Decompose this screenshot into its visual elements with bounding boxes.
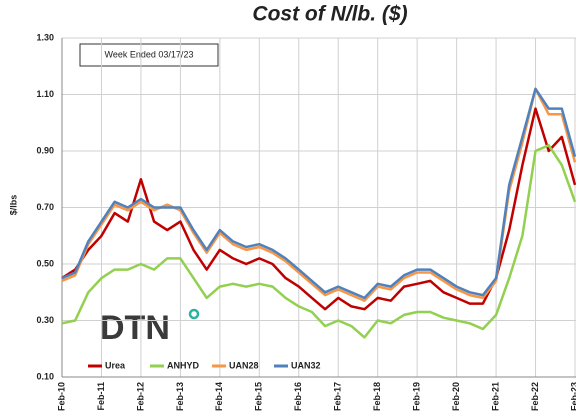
logo-dot	[188, 308, 200, 320]
line-series	[61, 144, 576, 339]
logo: DTN	[100, 309, 170, 347]
legend-label: Urea	[105, 360, 126, 370]
chart-title: Cost of N/lb. ($)	[252, 3, 407, 26]
x-tick-label: Feb-17	[333, 382, 343, 411]
x-tick-label: Feb-23	[569, 382, 576, 411]
annotation: Week Ended 03/17/23	[105, 49, 194, 59]
x-tick-label: Feb-13	[175, 382, 185, 411]
legend-label: UAN28	[229, 360, 259, 370]
x-tick-label: Feb-11	[96, 382, 106, 411]
x-tick-label: Feb-10	[56, 382, 66, 411]
y-tick-label: 0.90	[36, 145, 54, 155]
x-tick-label: Feb-14	[214, 382, 224, 411]
legend-label: UAN32	[291, 360, 321, 370]
y-tick-label: 0.10	[36, 371, 54, 381]
y-tick-label: 1.10	[36, 89, 54, 99]
x-tick-label: Feb-22	[530, 382, 540, 411]
y-tick-label: 0.50	[36, 258, 54, 268]
annotation-box	[79, 43, 219, 67]
line-series	[61, 107, 576, 311]
y-tick-label: 1.30	[36, 32, 54, 42]
x-tick-label: Feb-16	[293, 382, 303, 411]
legend-label: ANHYD	[167, 360, 200, 370]
x-tick-label: Feb-15	[254, 382, 264, 411]
line-series	[61, 87, 576, 302]
y-axis-label: $/lbs	[8, 195, 18, 216]
line-series	[61, 87, 576, 300]
x-tick-label: Feb-20	[451, 382, 461, 411]
y-tick-label: 0.30	[36, 315, 54, 325]
x-tick-label: Feb-12	[135, 382, 145, 411]
y-tick-label: 0.70	[36, 202, 54, 212]
x-tick-label: Feb-19	[412, 382, 422, 411]
x-tick-label: Feb-18	[372, 382, 382, 411]
x-tick-label: Feb-21	[490, 382, 500, 411]
